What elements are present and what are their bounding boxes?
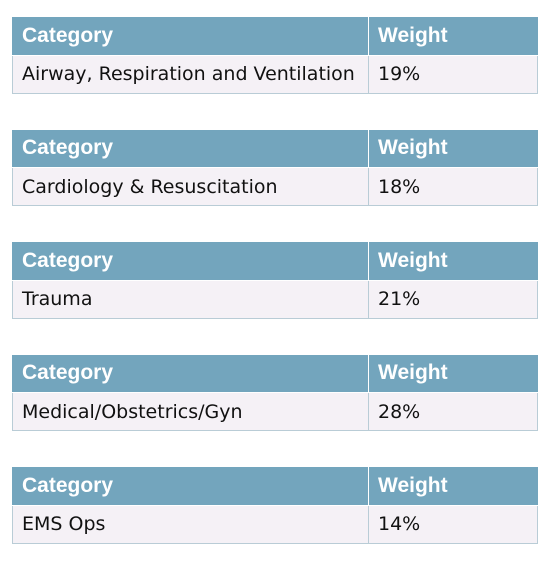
table-row: Medical/Obstetrics/Gyn 28% bbox=[12, 392, 538, 431]
table-header-row: Category Weight bbox=[12, 17, 538, 56]
weight-column-header: Weight bbox=[368, 129, 538, 168]
weight-cell: 19% bbox=[368, 54, 538, 94]
table-header-row: Category Weight bbox=[12, 467, 538, 506]
weight-table-cardiology: Category Weight Cardiology & Resuscitati… bbox=[12, 129, 538, 206]
weight-table-ems-ops: Category Weight EMS Ops 14% bbox=[12, 467, 538, 544]
weight-cell: 21% bbox=[368, 279, 538, 319]
table-header-row: Category Weight bbox=[12, 354, 538, 393]
weight-column-header: Weight bbox=[368, 242, 538, 281]
table-row: Airway, Respiration and Ventilation 19% bbox=[12, 54, 538, 94]
table-header-row: Category Weight bbox=[12, 242, 538, 281]
category-column-header: Category bbox=[12, 467, 369, 506]
category-cell: Airway, Respiration and Ventilation bbox=[12, 54, 369, 94]
category-weight-tables: Category Weight Airway, Respiration and … bbox=[12, 17, 538, 580]
category-cell: Medical/Obstetrics/Gyn bbox=[12, 392, 369, 431]
weight-cell: 28% bbox=[368, 392, 538, 431]
weight-column-header: Weight bbox=[368, 17, 538, 56]
table-header-row: Category Weight bbox=[12, 129, 538, 168]
weight-cell: 18% bbox=[368, 167, 538, 206]
weight-column-header: Weight bbox=[368, 354, 538, 393]
category-cell: Cardiology & Resuscitation bbox=[12, 167, 369, 206]
weight-table-airway: Category Weight Airway, Respiration and … bbox=[12, 17, 538, 94]
weight-table-medical: Category Weight Medical/Obstetrics/Gyn 2… bbox=[12, 354, 538, 431]
category-cell: EMS Ops bbox=[12, 504, 369, 544]
table-row: Cardiology & Resuscitation 18% bbox=[12, 167, 538, 206]
category-column-header: Category bbox=[12, 242, 369, 281]
category-column-header: Category bbox=[12, 129, 369, 168]
category-column-header: Category bbox=[12, 354, 369, 393]
category-cell: Trauma bbox=[12, 279, 369, 319]
table-row: EMS Ops 14% bbox=[12, 504, 538, 544]
table-row: Trauma 21% bbox=[12, 279, 538, 319]
weight-column-header: Weight bbox=[368, 467, 538, 506]
weight-table-trauma: Category Weight Trauma 21% bbox=[12, 242, 538, 319]
category-column-header: Category bbox=[12, 17, 369, 56]
weight-cell: 14% bbox=[368, 504, 538, 544]
